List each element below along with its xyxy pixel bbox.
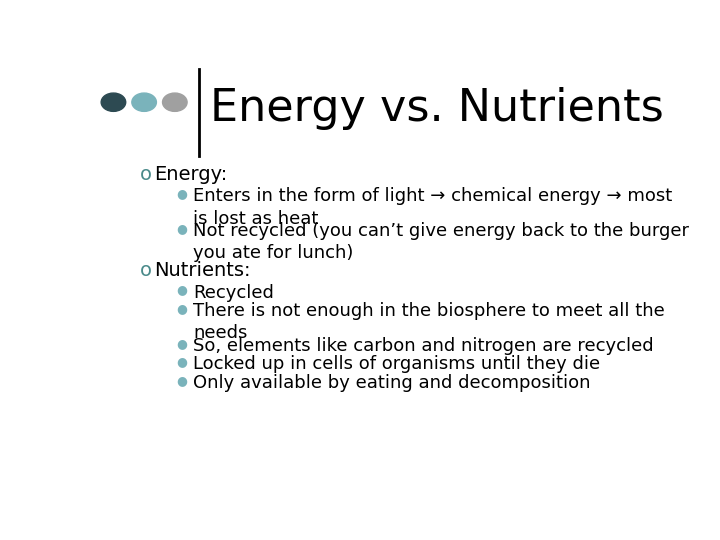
Text: o: o: [140, 165, 152, 184]
Text: Not recycled (you can’t give energy back to the burger
you ate for lunch): Not recycled (you can’t give energy back…: [193, 222, 689, 262]
Text: Recycled: Recycled: [193, 284, 274, 301]
Text: There is not enough in the biosphere to meet all the
needs: There is not enough in the biosphere to …: [193, 302, 665, 342]
Text: ●: ●: [176, 374, 187, 387]
Text: ●: ●: [176, 302, 187, 315]
Text: ●: ●: [176, 222, 187, 235]
Text: ●: ●: [176, 355, 187, 368]
Text: ●: ●: [176, 284, 187, 296]
Text: Enters in the form of light → chemical energy → most
is lost as heat: Enters in the form of light → chemical e…: [193, 187, 672, 228]
Text: Only available by eating and decomposition: Only available by eating and decompositi…: [193, 374, 590, 392]
Text: Locked up in cells of organisms until they die: Locked up in cells of organisms until th…: [193, 355, 600, 374]
Text: Nutrients:: Nutrients:: [154, 261, 251, 280]
Circle shape: [163, 93, 187, 111]
Text: ●: ●: [176, 337, 187, 350]
Circle shape: [132, 93, 156, 111]
Text: Energy:: Energy:: [154, 165, 228, 184]
Text: Energy vs. Nutrients: Energy vs. Nutrients: [210, 87, 664, 130]
Text: ●: ●: [176, 187, 187, 200]
Text: So, elements like carbon and nitrogen are recycled: So, elements like carbon and nitrogen ar…: [193, 337, 654, 355]
Circle shape: [101, 93, 126, 111]
Text: o: o: [140, 261, 152, 280]
